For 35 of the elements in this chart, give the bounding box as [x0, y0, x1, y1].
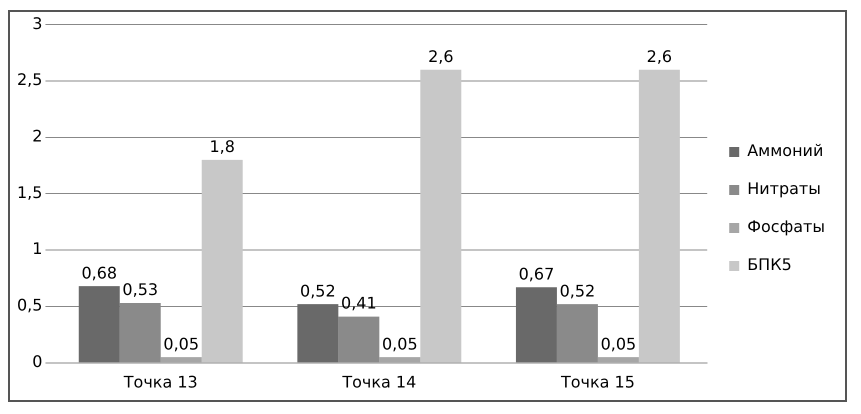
- y-tick-label: 3: [32, 14, 42, 33]
- data-label: 0,05: [600, 334, 636, 354]
- x-tick-label: Точка 13: [122, 372, 198, 392]
- data-label: 0,67: [518, 264, 554, 284]
- bar: [638, 70, 680, 362]
- data-label: 2,6: [646, 46, 672, 66]
- bar: [160, 357, 202, 362]
- data-label: 0,52: [560, 281, 596, 300]
- y-tick-label: 1: [32, 239, 42, 258]
- bar: [202, 160, 243, 362]
- data-label: 0,05: [163, 334, 200, 354]
- data-label: 0,68: [81, 263, 118, 282]
- bar: [516, 287, 557, 362]
- bar: [78, 286, 120, 362]
- data-label: 0,41: [341, 294, 377, 313]
- y-tick-label: 2: [32, 126, 42, 146]
- bar: [379, 357, 420, 362]
- data-label: 0,05: [382, 334, 418, 354]
- legend-label: Аммоний: [747, 141, 824, 160]
- legend-label: Фосфаты: [747, 217, 825, 236]
- bar: [598, 357, 639, 362]
- y-tick-label: 1,5: [16, 182, 42, 202]
- legend-label: БПК5: [747, 255, 792, 274]
- data-label: 1,8: [209, 137, 235, 156]
- bar: [297, 304, 338, 362]
- legend-label: Нитраты: [747, 179, 821, 198]
- y-tick-label: 0: [32, 352, 42, 371]
- y-tick-label: 2,5: [16, 70, 42, 90]
- data-label: 2,6: [428, 46, 454, 66]
- x-tick-label: Точка 15: [560, 372, 635, 392]
- y-tick-label: 0,5: [16, 296, 42, 315]
- bar: [420, 70, 462, 362]
- data-label: 0,53: [122, 280, 158, 300]
- x-tick-label: Точка 14: [341, 372, 416, 392]
- data-label: 0,52: [300, 281, 336, 300]
